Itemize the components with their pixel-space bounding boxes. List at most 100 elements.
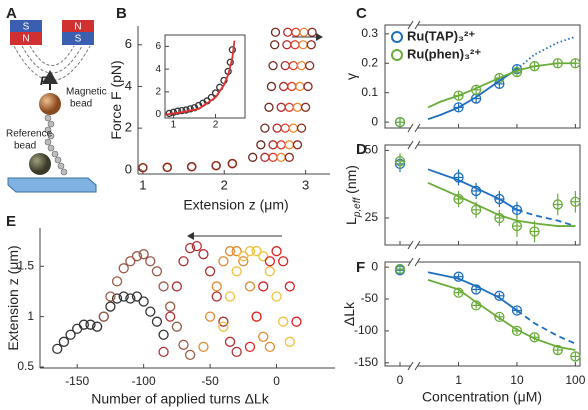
point [178, 339, 189, 350]
point [138, 163, 148, 173]
point [292, 140, 303, 150]
panel-label: F [356, 259, 365, 276]
point [238, 251, 249, 262]
point [284, 140, 294, 150]
point [291, 27, 301, 37]
point [72, 323, 83, 334]
point [98, 311, 109, 322]
axis-break [411, 143, 417, 147]
point [276, 102, 286, 112]
fit-line [427, 271, 518, 312]
point [198, 341, 209, 352]
y-tick-label: 0.5 [17, 359, 34, 373]
axis-break [411, 126, 417, 130]
point [224, 336, 236, 347]
point [204, 266, 216, 277]
point [288, 60, 299, 71]
point [85, 319, 96, 330]
point [151, 266, 163, 277]
point [118, 291, 129, 302]
point [145, 306, 156, 317]
point [494, 311, 505, 323]
plot-frame [384, 144, 581, 246]
point [271, 291, 282, 302]
axis-break [407, 257, 421, 267]
point [173, 107, 182, 115]
y-tick-label: 1 [27, 309, 34, 323]
axis-break [411, 364, 417, 368]
point [511, 305, 523, 316]
point [185, 349, 196, 361]
point [211, 291, 222, 302]
point [296, 123, 307, 133]
point [111, 293, 123, 304]
point [268, 140, 278, 150]
point [292, 102, 303, 112]
y-tick-label: -150 [354, 355, 378, 369]
pole-label: S [23, 22, 30, 33]
x-axis-label: Number of applied turns ΔLk [91, 391, 269, 407]
point [258, 331, 269, 342]
fit-line [516, 209, 576, 227]
point [291, 316, 302, 327]
point [282, 40, 292, 50]
point [511, 204, 523, 216]
point [258, 281, 269, 292]
x-tick-label: 1 [139, 177, 146, 192]
point [165, 311, 176, 322]
y-tick-label: 2 [155, 86, 161, 97]
point [266, 81, 277, 92]
point [125, 256, 136, 267]
bead-label: bead [70, 99, 92, 110]
pole-label: S [75, 34, 82, 45]
point [198, 249, 209, 260]
plot-frame [384, 261, 581, 367]
legend-label: Ru(phen)₃²⁺ [407, 46, 481, 61]
y-tick-label: 0.2 [361, 55, 378, 69]
y-axis-label: ΔLk [341, 301, 357, 326]
point [271, 246, 282, 257]
point [394, 156, 406, 167]
reference-bead [29, 153, 51, 175]
point [162, 162, 172, 172]
fit-line [427, 168, 518, 211]
point [276, 140, 286, 150]
y-tick-label: 0.1 [361, 85, 378, 99]
y-tick-label: 50 [365, 143, 379, 157]
x-tick-label: 10 [510, 373, 524, 387]
y-tick-label: 0 [125, 161, 132, 176]
point [218, 256, 229, 267]
point [158, 329, 169, 340]
y-axis-label-unit: (nm) [343, 165, 359, 198]
point [298, 40, 308, 50]
panel-label: B [116, 5, 127, 22]
point [211, 281, 222, 292]
magnet-n [62, 20, 94, 32]
point [111, 276, 123, 287]
y-axis-label-main: ΔLk [341, 301, 357, 326]
field-lines [13, 45, 91, 81]
point [296, 60, 307, 71]
x-tick-label: 1 [455, 373, 462, 387]
point [268, 152, 278, 162]
axis-break [407, 20, 421, 30]
point [264, 256, 276, 267]
point [268, 60, 278, 71]
point [231, 266, 242, 277]
y-tick-label: 4 [155, 64, 161, 75]
chart: 1 2 3 0 2 4 6 Extension z (μm) Force F (pN) [108, 26, 330, 213]
point [58, 336, 70, 347]
point [105, 301, 116, 312]
point [178, 106, 186, 115]
point [270, 40, 280, 50]
point [224, 291, 236, 302]
point [91, 321, 103, 332]
fit-line [427, 62, 576, 109]
point [165, 301, 176, 312]
y-axis-label: Lp,eff (nm) [343, 165, 363, 225]
y-tick-label: 0 [155, 109, 161, 120]
x-axis-label: Extension z (μm) [183, 197, 288, 213]
plot-frame [384, 24, 581, 129]
axis-break [411, 23, 417, 27]
